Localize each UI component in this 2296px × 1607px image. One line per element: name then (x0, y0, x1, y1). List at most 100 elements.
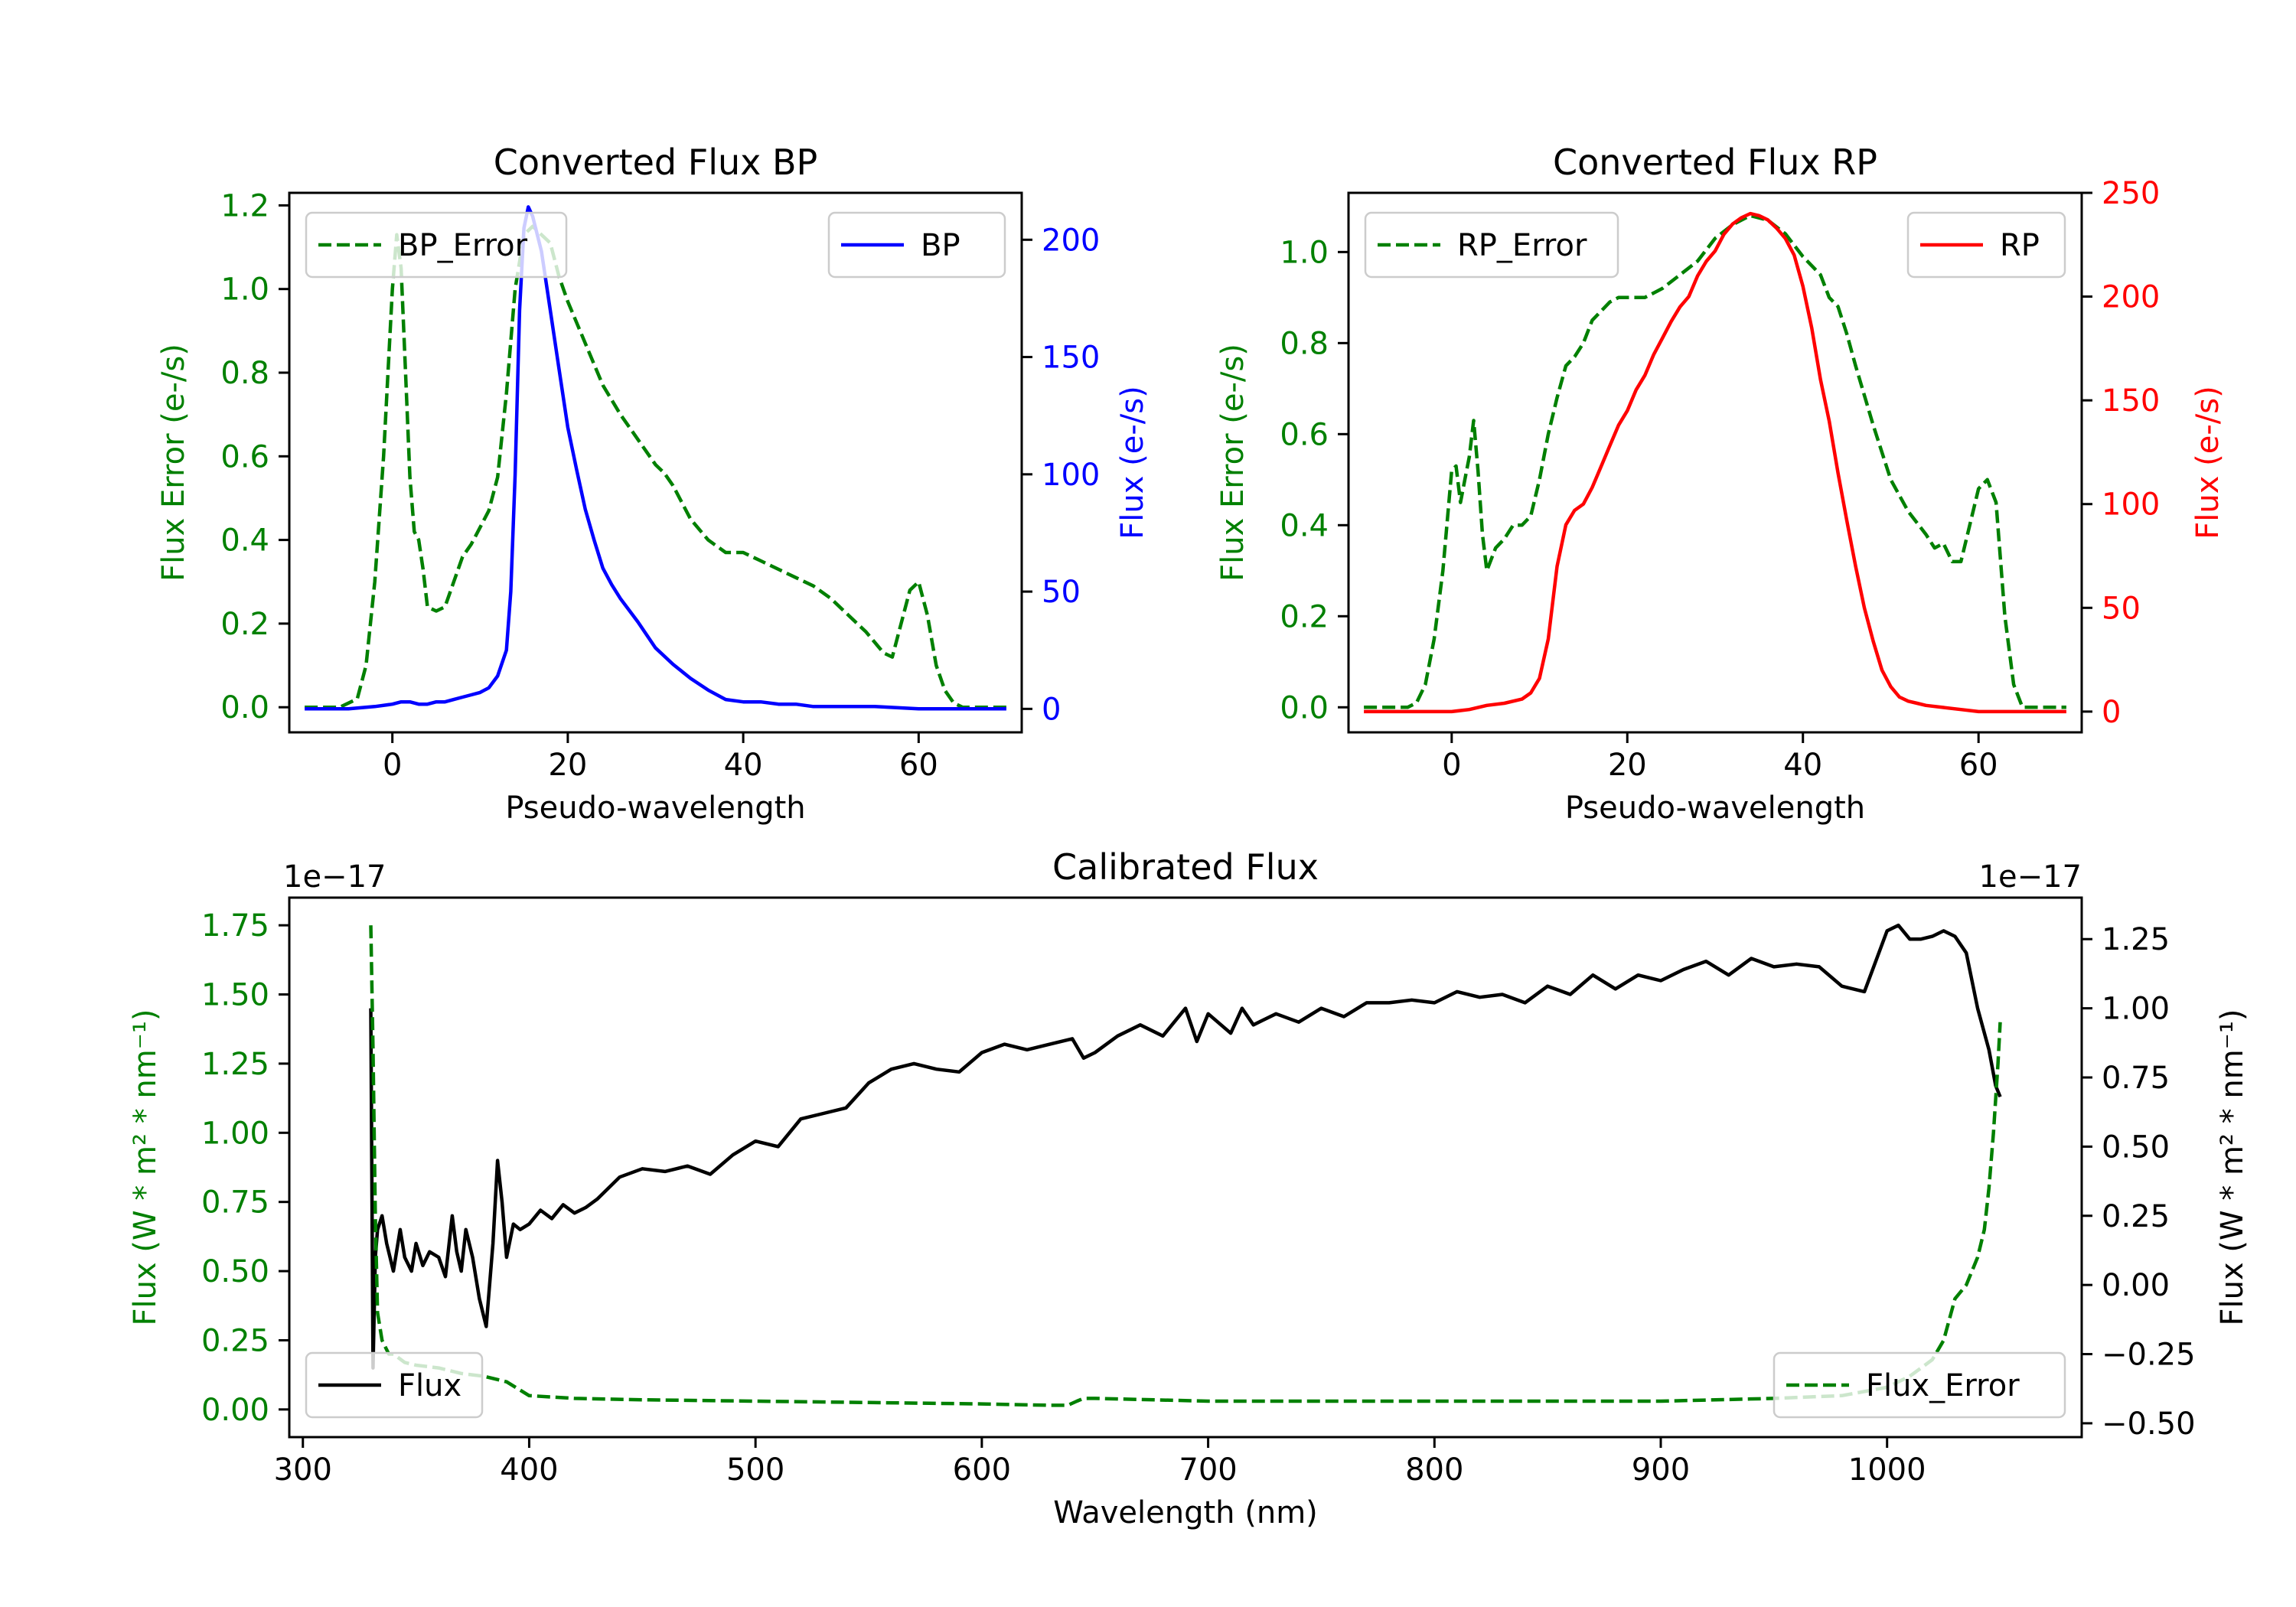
legend-label: Flux_Error (1866, 1368, 2020, 1403)
series-group (305, 205, 1006, 711)
x-tick-label: 300 (274, 1452, 332, 1488)
y-right-tick-label: −0.25 (2102, 1338, 2196, 1373)
y-right-axis-label: Flux (e-/s) (1115, 386, 1150, 539)
y-left-tick-label: 0.00 (201, 1393, 269, 1428)
legend-label: Flux (398, 1368, 461, 1403)
x-tick-label: 20 (548, 748, 587, 783)
y-left-tick-label: 0.2 (220, 607, 269, 642)
plot-frame (1347, 191, 2083, 734)
y-right-tick-label: 100 (1042, 458, 1100, 493)
y-right-tick-label: 0.00 (2102, 1268, 2170, 1303)
legend-label: BP_Error (398, 228, 528, 263)
y-right-axis-label: Flux (W * m² * nm⁻¹) (2215, 1009, 2250, 1326)
y-left-axis-label: Flux Error (e-/s) (1215, 344, 1251, 582)
legend-box (305, 1351, 484, 1419)
y-right-tick-label: 1.25 (2102, 922, 2170, 957)
legend-label: BP (921, 228, 960, 263)
plot-frame (288, 896, 2083, 1439)
y-left-tick-label: 0.25 (201, 1323, 269, 1358)
y-left-tick-label: 1.50 (201, 978, 269, 1013)
y-right-tick-label: 1.00 (2102, 992, 2170, 1027)
y-right-tick-label: 250 (2102, 176, 2160, 211)
x-tick-label: 600 (953, 1452, 1011, 1488)
chart-3: Calibrated Flux 300 400 500 600 700 800 900 1000… (128, 846, 2250, 1530)
legend-flux: BP (827, 211, 1006, 279)
y-left-tick-label: 0.4 (1280, 508, 1329, 543)
y-left-tick-label: 0.2 (1280, 599, 1329, 634)
y-right-tick-label: 50 (2102, 591, 2141, 626)
x-tick-label: 20 (1608, 748, 1647, 783)
y-left-tick-label: 0.0 (220, 690, 269, 725)
x-tick-label: 60 (1959, 748, 1998, 783)
legend-box (1906, 211, 2066, 279)
y-right-tick-label: 200 (1042, 223, 1100, 258)
y-right-tick-label: 150 (1042, 341, 1100, 376)
chart-title: Converted Flux RP (1553, 142, 1877, 183)
x-tick-label: 400 (500, 1452, 558, 1488)
legend-flux: Flux (305, 1351, 484, 1419)
y-right-tick-label: 0 (1042, 692, 1061, 727)
y-left-tick-label: 1.25 (201, 1047, 269, 1082)
series-group (1364, 211, 2066, 714)
series-line-bp-error (305, 224, 1006, 709)
series-line-bp (305, 205, 1006, 711)
y-right-tick-label: 200 (2102, 280, 2160, 315)
chart-title: Converted Flux BP (494, 142, 818, 183)
legend-error: RP_Error (1364, 211, 1619, 279)
legend-box (1364, 211, 1619, 279)
y-left-tick-label: 1.2 (220, 188, 269, 223)
x-tick-label: 1000 (1848, 1452, 1926, 1488)
legend-box (305, 211, 568, 279)
x-tick-label: 0 (1442, 748, 1461, 783)
legend-box (827, 211, 1006, 279)
x-tick-label: 800 (1405, 1452, 1463, 1488)
legend-label: RP_Error (1457, 228, 1587, 263)
offset-text-right: 1e−17 (1979, 859, 2082, 895)
y-left-tick-label: 0.50 (201, 1254, 269, 1289)
y-left-tick-label: 1.75 (201, 908, 269, 944)
x-tick-label: 0 (383, 748, 402, 783)
y-left-tick-label: 0.75 (201, 1185, 269, 1221)
plot-frame (288, 191, 1023, 734)
y-left-axis-label: Flux Error (e-/s) (156, 344, 191, 582)
legend-flux: RP (1906, 211, 2066, 279)
chart-title: Calibrated Flux (1052, 846, 1319, 888)
y-right-tick-label: 0.50 (2102, 1129, 2170, 1165)
series-line-flux-error (369, 925, 2002, 1407)
x-tick-label: 60 (899, 748, 938, 783)
x-axis-label: Pseudo-wavelength (1565, 790, 1865, 826)
series-line-rp (1364, 211, 2066, 714)
x-axis-label: Pseudo-wavelength (505, 790, 805, 826)
x-tick-label: 500 (726, 1452, 784, 1488)
y-right-tick-label: 100 (2102, 487, 2160, 523)
series-line-rp-error (1364, 214, 2066, 709)
y-left-tick-label: 1.0 (1280, 235, 1329, 270)
legend-label: RP (2000, 228, 2040, 263)
x-tick-label: 700 (1179, 1452, 1237, 1488)
chart-2: Converted Flux RP 0 20 40 60 Pseudo-wavelengt… (1215, 142, 2226, 826)
legend-box (1773, 1351, 2066, 1419)
offset-text-left: 1e−17 (283, 859, 386, 895)
y-left-tick-label: 0.6 (1280, 417, 1329, 452)
y-right-tick-label: 50 (1042, 575, 1081, 610)
y-right-tick-label: −0.50 (2102, 1407, 2196, 1442)
x-tick-label: 40 (724, 748, 763, 783)
y-left-tick-label: 1.00 (201, 1116, 269, 1151)
legend-error: BP_Error (305, 211, 568, 279)
chart-1: Converted Flux BP 0 20 40 60 Pseudo-wavelengt… (156, 142, 1150, 826)
y-left-tick-label: 1.0 (220, 272, 269, 308)
y-right-tick-label: 0.75 (2102, 1061, 2170, 1096)
y-right-tick-label: 150 (2102, 383, 2160, 419)
y-left-tick-label: 0.4 (220, 523, 269, 559)
y-left-tick-label: 0.8 (220, 356, 269, 391)
y-left-tick-label: 0.6 (220, 439, 269, 474)
x-tick-label: 40 (1783, 748, 1822, 783)
y-left-tick-label: 0.0 (1280, 690, 1329, 725)
y-right-tick-label: 0 (2102, 695, 2121, 730)
y-right-axis-label: Flux (e-/s) (2190, 386, 2226, 539)
y-right-tick-label: 0.25 (2102, 1199, 2170, 1234)
x-tick-label: 900 (1632, 1452, 1690, 1488)
series-line-flux (369, 923, 2002, 1370)
legend-error: Flux_Error (1773, 1351, 2066, 1419)
